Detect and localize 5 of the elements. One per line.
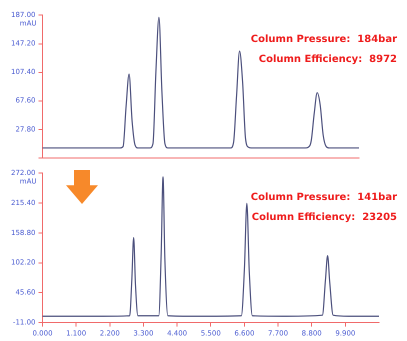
annotation: Column Pressure: 141bar bbox=[250, 192, 398, 203]
line-series bbox=[42, 16, 360, 149]
annotation: Column Pressure: 184bar bbox=[250, 34, 398, 45]
annotation: Column Efficiency: 8972 bbox=[258, 54, 398, 65]
annotation: Column Efficiency: 23205 bbox=[252, 212, 398, 223]
